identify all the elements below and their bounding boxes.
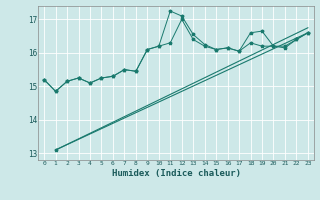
X-axis label: Humidex (Indice chaleur): Humidex (Indice chaleur) <box>111 169 241 178</box>
